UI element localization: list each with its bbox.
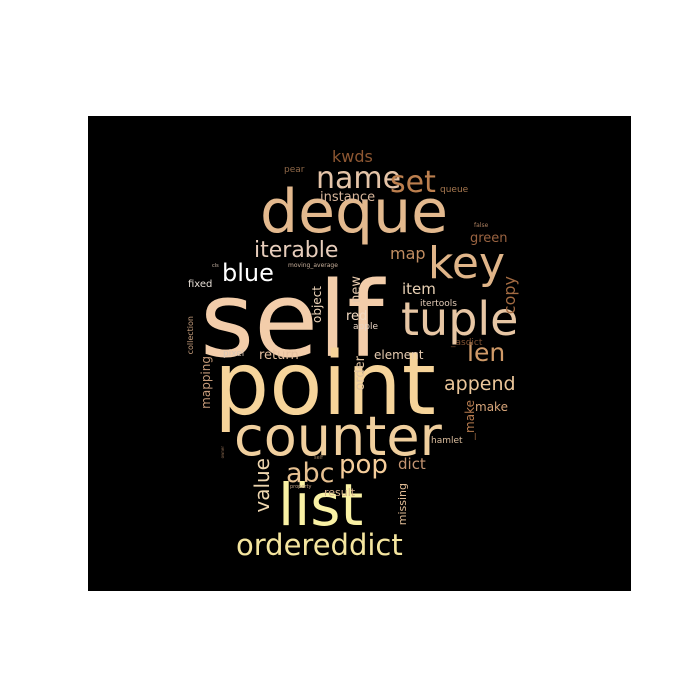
- word-object: object: [310, 286, 324, 323]
- word-list: list: [278, 471, 364, 539]
- word-pear: pear: [284, 165, 305, 175]
- word-copy: copy: [500, 276, 519, 315]
- word-item: item: [402, 280, 436, 298]
- word-mapping: mapping: [199, 356, 213, 409]
- word-make-horizontal: make: [475, 400, 508, 414]
- word-return: return: [259, 348, 299, 363]
- word-pop: pop: [339, 450, 388, 480]
- word-fixed: fixed: [188, 279, 213, 290]
- word-self: self: [200, 259, 384, 381]
- word-blue: blue: [222, 259, 274, 287]
- word-order: order: [353, 356, 368, 391]
- word-kwds: kwds: [332, 147, 373, 166]
- word-missing: missing: [396, 483, 409, 526]
- word-instance: instance: [320, 190, 376, 205]
- word-property: property: [290, 484, 312, 490]
- word-cloud: self point deque counter list tuple key …: [88, 116, 631, 591]
- word-key: key: [428, 238, 506, 289]
- word-collection: collection: [186, 316, 195, 355]
- word-name: name: [316, 161, 402, 196]
- word-len: len: [467, 338, 506, 367]
- word-deque: deque: [260, 177, 449, 247]
- word-value: value: [250, 458, 274, 513]
- word-owner: owner: [220, 446, 225, 459]
- word-set: set: [390, 165, 436, 200]
- word-append: append: [444, 373, 516, 395]
- word-bar: l: [474, 433, 477, 443]
- word-element: element: [374, 348, 424, 362]
- word-iterable: iterable: [254, 238, 339, 263]
- word-hamlet: hamlet: [431, 436, 463, 446]
- word-cls: cls: [212, 263, 219, 269]
- word-map: map: [390, 244, 426, 263]
- word-tuple: tuple: [401, 292, 519, 346]
- word-pixel: pixel: [223, 349, 245, 359]
- word-abc: abc: [286, 458, 335, 489]
- word-self-small: self: [314, 455, 323, 461]
- word-apple: apple: [353, 322, 378, 332]
- word-ordereddict: ordereddict: [236, 528, 403, 562]
- word-new: new: [349, 276, 364, 303]
- word-itertools: itertools: [420, 299, 457, 309]
- word-green: green: [470, 231, 508, 246]
- word-moving-average: moving_average: [288, 262, 338, 269]
- word-false: false: [474, 222, 489, 229]
- word-dict: dict: [398, 455, 426, 473]
- word-red: red: [346, 309, 368, 324]
- word-counter: counter: [234, 405, 442, 468]
- word-queue: queue: [440, 185, 469, 195]
- word-asdict: _asdict: [451, 338, 483, 348]
- word-result: result: [324, 486, 356, 499]
- word-point: point: [214, 333, 436, 435]
